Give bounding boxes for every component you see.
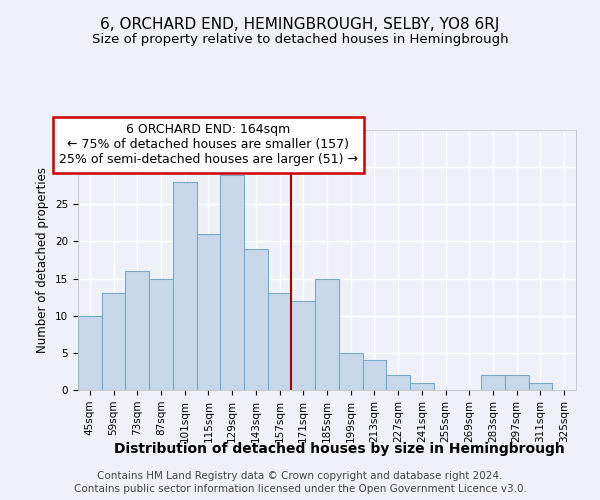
Bar [220,174,244,390]
Bar [315,278,339,390]
Bar [410,382,434,390]
Bar [339,353,362,390]
Bar [197,234,220,390]
Bar [125,271,149,390]
Bar [244,249,268,390]
Bar [505,375,529,390]
Text: 6, ORCHARD END, HEMINGBROUGH, SELBY, YO8 6RJ: 6, ORCHARD END, HEMINGBROUGH, SELBY, YO8… [100,18,500,32]
Bar [481,375,505,390]
Bar [149,278,173,390]
Text: Contains HM Land Registry data © Crown copyright and database right 2024.: Contains HM Land Registry data © Crown c… [97,471,503,481]
Text: 6 ORCHARD END: 164sqm
← 75% of detached houses are smaller (157)
25% of semi-det: 6 ORCHARD END: 164sqm ← 75% of detached … [59,124,358,166]
Bar [268,294,292,390]
Bar [386,375,410,390]
Bar [173,182,197,390]
Bar [102,294,125,390]
Bar [362,360,386,390]
Y-axis label: Number of detached properties: Number of detached properties [37,167,49,353]
Bar [292,301,315,390]
Bar [78,316,102,390]
Text: Distribution of detached houses by size in Hemingbrough: Distribution of detached houses by size … [113,442,565,456]
Text: Contains public sector information licensed under the Open Government Licence v3: Contains public sector information licen… [74,484,526,494]
Bar [529,382,552,390]
Text: Size of property relative to detached houses in Hemingbrough: Size of property relative to detached ho… [92,32,508,46]
